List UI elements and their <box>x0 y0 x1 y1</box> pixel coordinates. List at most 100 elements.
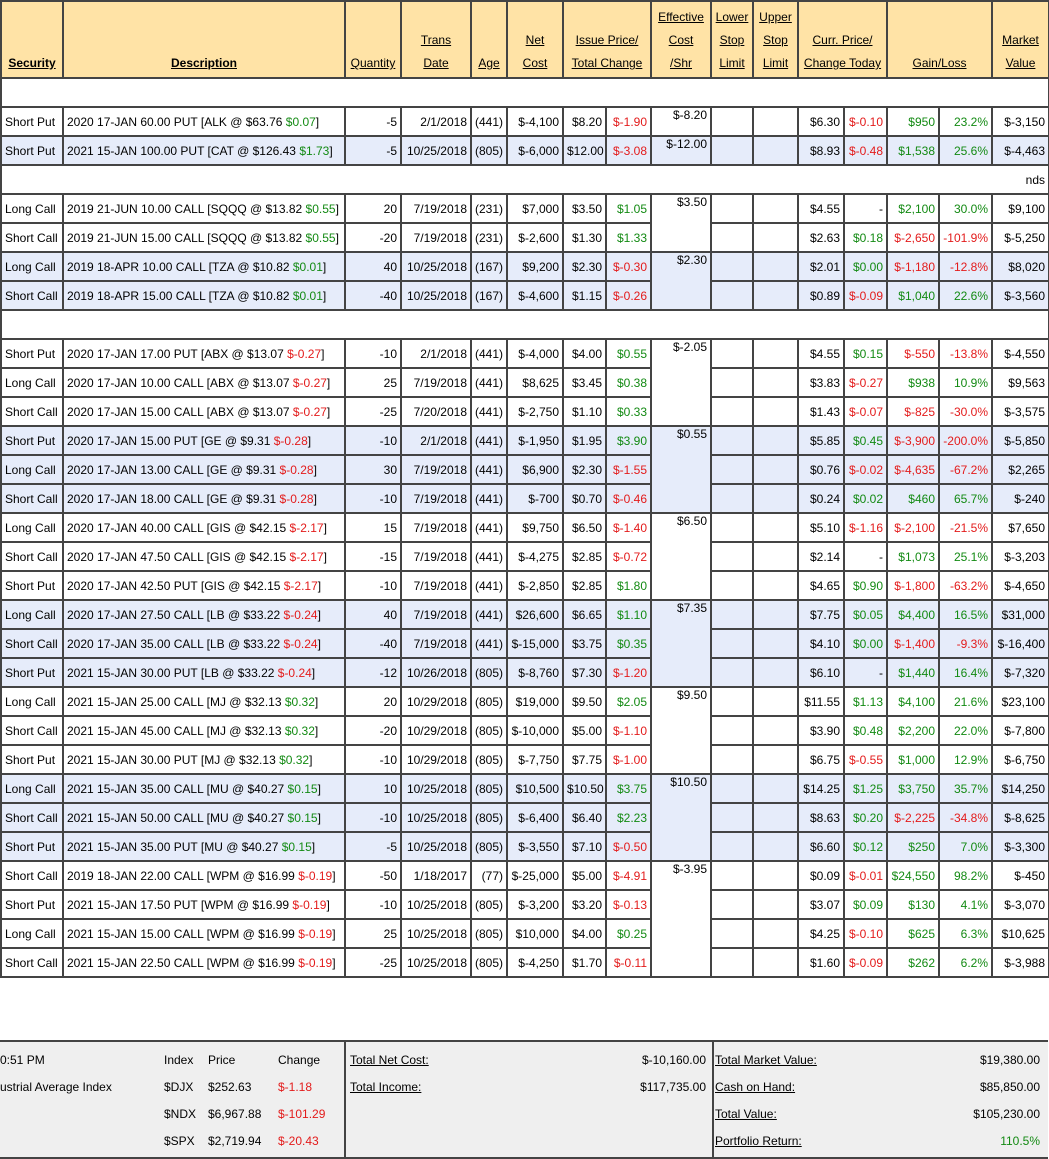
total-change: $0.33 <box>616 404 647 419</box>
gain-loss: $1,040 <box>898 288 935 303</box>
table-row[interactable]: Short Put 2020 17-JAN 60.00 PUT [ALK @ $6… <box>0 106 1049 137</box>
change-today-cell: $0.90 <box>843 570 888 601</box>
table-row[interactable]: Short Call 2020 17-JAN 47.50 CALL [GIS @ … <box>0 541 1049 572</box>
table-row[interactable]: Short Put 2021 15-JAN 35.00 PUT [MU @ $40… <box>0 831 1049 862</box>
table-row[interactable]: Short Call 2020 17-JAN 35.00 CALL [LB @ $… <box>0 628 1049 659</box>
header-issue-price[interactable]: Issue Price/Total Change <box>562 0 652 79</box>
bracket: ] <box>323 520 327 535</box>
header-security[interactable]: Security <box>0 0 64 79</box>
table-row[interactable]: Long Call 2021 15-JAN 25.00 CALL [MJ @ $3… <box>0 686 1049 775</box>
total-change: $0.35 <box>616 636 647 651</box>
header-label: Stop <box>719 33 745 47</box>
table-row[interactable]: Short Put 2020 17-JAN 17.00 PUT [ABX @ $1… <box>0 338 1049 427</box>
net-cost-cell: $-25,000 <box>506 860 564 891</box>
header-trans-date[interactable]: Trans Date <box>400 0 472 79</box>
lower-stop-limit-cell <box>710 599 754 630</box>
table-row[interactable]: Long Call 2020 17-JAN 10.00 CALL [ABX @ $… <box>0 367 1049 398</box>
table-row[interactable]: Long Call 2021 15-JAN 35.00 CALL [MU @ $4… <box>0 773 1049 862</box>
net-cost: $-4,100 <box>518 114 559 129</box>
underlying-change: $-0.27 <box>292 375 327 390</box>
table-row[interactable]: Short Put 2021 15-JAN 100.00 PUT [CAT @ $… <box>0 135 1049 166</box>
security: Short Put <box>5 897 56 912</box>
issue-price-cell: $6.40 <box>562 802 607 833</box>
table-row[interactable]: Long Call 2019 18-APR 10.00 CALL [TZA @ $… <box>0 251 1049 311</box>
table-row[interactable]: Short Call 2019 21-JUN 15.00 CALL [SQQQ @… <box>0 222 1049 253</box>
table-row[interactable]: Short Call 2020 17-JAN 15.00 CALL [ABX @ … <box>0 396 1049 427</box>
table-row[interactable]: Short Put 2020 17-JAN 15.00 PUT [GE @ $9.… <box>0 425 1049 514</box>
issue-price-cell: $0.70 <box>562 483 607 514</box>
age-cell: (167) <box>470 251 508 282</box>
table-row[interactable]: Short Put 2021 15-JAN 30.00 PUT [LB @ $33… <box>0 657 1049 688</box>
gain-loss-pct-cell: 25.1% <box>938 541 993 572</box>
table-row[interactable]: Long Call 2020 17-JAN 13.00 CALL [GE @ $9… <box>0 454 1049 485</box>
trans-date-cell: 10/29/2018 <box>400 686 472 717</box>
index-symbol: $SPX <box>164 1134 195 1148</box>
bracket: ] <box>326 897 330 912</box>
age-cell: (805) <box>470 135 508 166</box>
description-cell: 2020 17-JAN 40.00 CALL [GIS @ $42.15 $-2… <box>62 512 346 543</box>
change-today: $-0.27 <box>848 375 883 390</box>
trans-date-cell: 7/19/2018 <box>400 570 472 601</box>
underlying-change: $-0.28 <box>273 433 308 448</box>
gain-loss-pct: 23.2% <box>953 114 988 129</box>
issue-price-cell: $2.30 <box>562 454 607 485</box>
table-row[interactable]: Long Call 2019 21-JUN 10.00 CALL [SQQQ @ … <box>0 193 1049 253</box>
curr-price-cell: $2.01 <box>797 251 845 282</box>
table-row[interactable]: Short Put 2021 15-JAN 17.50 PUT [WPM @ $1… <box>0 889 1049 920</box>
quantity-cell: 40 <box>344 251 402 282</box>
table-row[interactable]: Short Call 2021 15-JAN 22.50 CALL [WPM @ … <box>0 947 1049 978</box>
description-cell: 2021 15-JAN 45.00 CALL [MJ @ $32.13 $0.3… <box>62 715 346 746</box>
security: Short Call <box>5 810 58 825</box>
header-label: Age <box>478 56 500 70</box>
gain-loss-pct: -200.0% <box>943 433 988 448</box>
security-cell: Long Call <box>0 512 64 543</box>
table-row[interactable]: Long Call 2020 17-JAN 40.00 CALL [GIS @ $… <box>0 512 1049 601</box>
curr-price: $0.89 <box>809 288 840 303</box>
security-cell: Short Call <box>0 860 64 891</box>
table-row[interactable]: Long Call 2021 15-JAN 15.00 CALL [WPM @ $… <box>0 918 1049 949</box>
gain-loss-cell: $1,073 <box>886 541 940 572</box>
header-curr-price[interactable]: Curr. Price/Change Today <box>797 0 888 79</box>
header-lower-stop[interactable]: Lower Stop Limit <box>710 0 754 79</box>
net-cost-cell: $10,500 <box>506 773 564 804</box>
table-row[interactable]: Long Call 2020 17-JAN 27.50 CALL [LB @ $3… <box>0 599 1049 688</box>
header-market-value[interactable]: Market Value <box>991 0 1049 79</box>
table-row[interactable]: Short Call 2020 17-JAN 18.00 CALL [GE @ $… <box>0 483 1049 514</box>
table-row[interactable]: Short Call 2019 18-APR 15.00 CALL [TZA @ … <box>0 280 1049 311</box>
trans-date: 10/25/2018 <box>406 839 467 854</box>
gain-loss-pct: 65.7% <box>953 491 988 506</box>
age: (441) <box>475 491 504 506</box>
net-cost: $-2,600 <box>518 230 559 245</box>
effective-cost-cell: $-3.95 <box>650 860 712 978</box>
trans-date-cell: 10/25/2018 <box>400 831 472 862</box>
gain-loss-pct-cell: 35.7% <box>938 773 993 804</box>
security-cell: Long Call <box>0 918 64 949</box>
header-quantity[interactable]: Quantity <box>344 0 402 79</box>
table-row[interactable]: Short Call 2019 18-JAN 22.00 CALL [WPM @ … <box>0 860 1049 978</box>
header-age[interactable]: Age <box>470 0 508 79</box>
description-cell: 2020 17-JAN 15.00 PUT [GE @ $9.31 $-0.28… <box>62 425 346 456</box>
header-description[interactable]: Description <box>62 0 346 79</box>
change-today-cell: $-0.02 <box>843 454 888 485</box>
table-row[interactable]: Short Put 2020 17-JAN 42.50 PUT [GIS @ $4… <box>0 570 1049 601</box>
gain-loss-cell: $1,440 <box>886 657 940 688</box>
description-cell: 2019 18-JAN 22.00 CALL [WPM @ $16.99 $-0… <box>62 860 346 891</box>
security: Long Call <box>5 520 56 535</box>
header-label: Description <box>170 56 237 70</box>
curr-price-cell: $6.30 <box>797 106 845 137</box>
header-label: Trans <box>420 33 452 47</box>
table-row[interactable]: Short Call 2021 15-JAN 45.00 CALL [MJ @ $… <box>0 715 1049 746</box>
quantity-cell: 40 <box>344 599 402 630</box>
net-cost: $9,200 <box>522 259 559 274</box>
table-row[interactable]: Short Put 2021 15-JAN 30.00 PUT [MJ @ $32… <box>0 744 1049 775</box>
security: Short Call <box>5 868 58 883</box>
header-eff-cost[interactable]: Effective Cost/Shr <box>650 0 712 79</box>
header-net-cost[interactable]: Net Cost <box>506 0 564 79</box>
bracket: ] <box>313 491 317 506</box>
underlying-change: $-0.24 <box>283 636 318 651</box>
table-row[interactable]: Short Call 2021 15-JAN 50.00 CALL [MU @ $… <box>0 802 1049 833</box>
header-upper-stop[interactable]: Upper Stop Limit <box>752 0 799 79</box>
market-value: $9,563 <box>1008 375 1045 390</box>
underlying-change: $0.32 <box>284 723 315 738</box>
header-gain-loss[interactable]: Gain/Loss <box>886 0 993 79</box>
